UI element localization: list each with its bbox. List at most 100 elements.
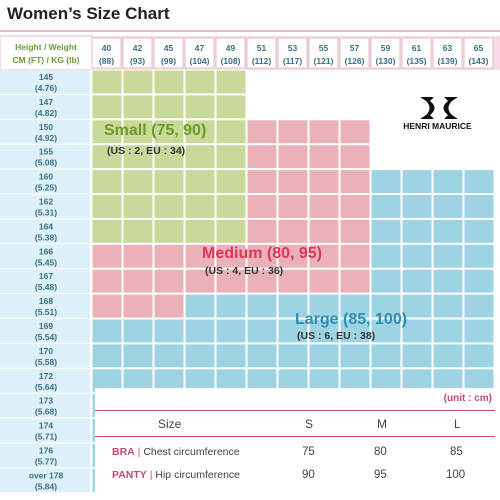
panty-m-value: 95 [374,469,387,481]
small-size-cell [153,169,185,195]
large-size-cell [401,218,433,244]
large-size-cell [401,194,433,219]
small-size-cell [91,94,123,120]
height-header-cell [0,70,90,94]
small-size-cell [122,119,154,145]
small-size-cell [215,119,247,145]
small-size-cell [91,144,123,170]
height-cm-label: 162 [39,197,53,207]
small-size-cell [122,69,154,95]
medium-size-cell [184,243,216,269]
large-size-cell [370,293,402,319]
small-size-cell [184,144,216,170]
large-size-cell [308,318,340,344]
large-size-cell [277,293,309,319]
medium-size-cell [153,268,185,294]
small-size-cell [153,94,185,120]
weight-header-cell [153,37,184,69]
large-size-cell [308,293,340,319]
large-size-cell [277,343,309,369]
bra-l-value: 85 [450,446,463,458]
medium-size-cell [308,243,340,269]
large-size-cell [246,318,278,344]
small-size-cell [91,169,123,195]
height-ft-label: (5.31) [35,208,57,218]
size-s-header: S [305,417,314,431]
small-size-cell [91,218,123,244]
large-size-cell [432,218,464,244]
height-header-cell [0,119,90,144]
height-ft-label: (5.58) [35,357,57,367]
bra-measure: Chest circumference [143,446,240,458]
weight-header-cell [370,37,401,69]
height-ft-label: (5.25) [35,183,57,193]
small-size-cell [153,69,185,95]
medium-size-cell [339,218,371,244]
small-size-cell [184,169,216,195]
height-header-cell [0,169,90,194]
weight-header-cell [339,37,370,69]
weight-lb-label: (139) [438,56,458,66]
weight-kg-label: 63 [443,43,453,53]
medium-size-cell [215,243,247,269]
large-size-cell [370,268,402,294]
large-size-cell [401,268,433,294]
large-size-cell [339,318,371,344]
large-size-cell [463,318,495,344]
medium-size-cell [246,268,278,294]
large-size-cell [432,268,464,294]
large-size-cell [184,318,216,344]
large-size-cell [153,318,185,344]
large-size-cell [463,243,495,269]
height-ft-label: (5.68) [35,407,57,417]
bra-m-value: 80 [374,446,387,458]
medium-size-cell [277,169,309,195]
height-header-cell [0,94,90,119]
medium-region-label: Medium (80, 95) [202,245,323,262]
medium-size-cell [215,268,247,294]
small-size-cell [122,144,154,170]
size-m-header: M [377,417,387,431]
large-size-cell [184,343,216,369]
table-header-rule [95,436,495,437]
small-size-cell [184,194,216,219]
weight-kg-label: 47 [195,43,205,53]
large-size-cell [463,268,495,294]
height-header-cell [0,418,90,443]
height-cm-label: 160 [39,172,53,182]
table-top-rule [95,410,495,411]
small-region-sizes: (US : 2, EU : 34) [107,145,186,157]
brand-logo: HENRI MAURICE [385,95,490,140]
height-ft-label: (5.38) [35,232,57,242]
medium-size-cell [339,169,371,195]
weight-lb-label: (130) [376,56,396,66]
height-ft-label: (5.08) [35,158,57,168]
large-size-cell [215,318,247,344]
medium-size-cell [122,268,154,294]
height-cm-label: 145 [39,72,53,82]
height-ft-label: (4.82) [35,108,57,118]
small-size-cell [184,69,216,95]
height-cm-label: 169 [39,321,53,331]
large-size-cell [246,293,278,319]
height-header-cell [0,393,90,418]
weight-header-cell [122,37,153,69]
medium-size-cell [122,243,154,269]
weight-header-cell [215,37,246,69]
large-size-cell [122,318,154,344]
large-size-cell [432,343,464,369]
panty-separator: | [149,469,156,481]
weight-kg-label: 61 [412,43,422,53]
large-size-cell [370,243,402,269]
height-header-cell [0,468,90,493]
table-row-bra-label: BRA | Chest circumference [112,446,240,458]
weight-lb-label: (112) [252,56,272,66]
large-size-cell [432,194,464,219]
large-size-cell [370,218,402,244]
medium-size-cell [277,218,309,244]
height-header-cell [0,294,90,318]
medium-size-cell [308,169,340,195]
small-size-cell [122,218,154,244]
medium-size-cell [246,169,278,195]
